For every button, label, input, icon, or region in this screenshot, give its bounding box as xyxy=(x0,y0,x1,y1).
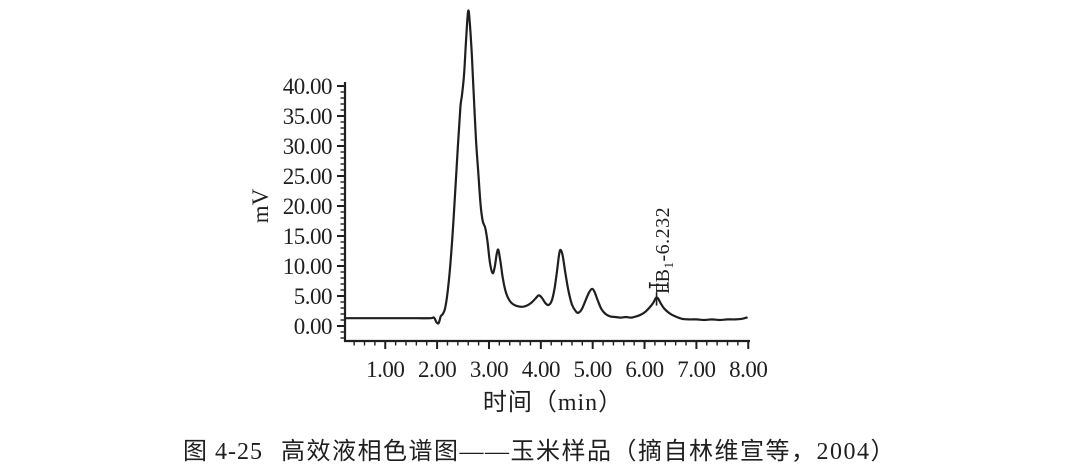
x-tick-label: 2.00 xyxy=(418,357,456,382)
y-tick-label: 30.00 xyxy=(283,134,332,159)
peak-separator: - xyxy=(652,254,674,262)
y-axis-unit-label: mV xyxy=(248,188,273,224)
chart-svg: 0.005.0010.0015.0020.0025.0030.0035.0040… xyxy=(283,9,768,382)
figure-number: 图 4-25 xyxy=(183,439,263,465)
y-tick-label: 35.00 xyxy=(283,104,332,129)
peak-annotation: FB1-6.232 xyxy=(651,190,676,294)
y-tick-label: 25.00 xyxy=(283,164,332,189)
x-tick-label: 4.00 xyxy=(522,357,560,382)
x-tick-label: 7.00 xyxy=(677,357,715,382)
peak-compound-subscript: 1 xyxy=(661,261,676,269)
peak-retention-marker xyxy=(648,282,669,306)
x-tick-label: 3.00 xyxy=(470,357,508,382)
axes xyxy=(343,82,750,343)
y-tick-label: 5.00 xyxy=(294,284,332,309)
x-tick-label: 5.00 xyxy=(574,357,612,382)
peak-compound: FB xyxy=(652,268,674,294)
figure-caption-text: 高效液相色谱图——玉米样品（摘自林维宣等，2004） xyxy=(281,439,896,465)
x-tick-label: 1.00 xyxy=(366,357,404,382)
y-tick-label: 10.00 xyxy=(283,254,332,279)
y-tick-label: 40.00 xyxy=(283,74,332,99)
x-tick-label: 6.00 xyxy=(625,357,663,382)
y-tick-label: 20.00 xyxy=(283,194,332,219)
x-axis-title: 时间（min） xyxy=(482,390,624,416)
figure-caption: 图 4-25 高效液相色谱图——玉米样品（摘自林维宣等，2004） xyxy=(183,431,896,466)
y-tick-label: 0.00 xyxy=(294,314,332,339)
x-tick-label: 8.00 xyxy=(729,357,767,382)
peak-retention-time: 6.232 xyxy=(652,206,674,255)
y-tick-label: 15.00 xyxy=(283,224,332,249)
chromatogram-trace xyxy=(344,9,748,325)
